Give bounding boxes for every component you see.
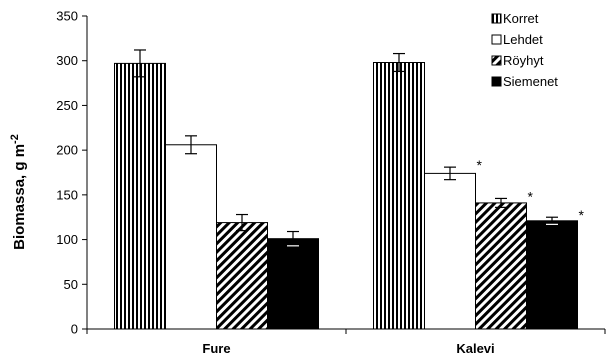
category-label: Fure — [202, 341, 230, 356]
bar — [373, 62, 425, 330]
legend-swatch — [491, 13, 502, 24]
y-tick-label: 0 — [71, 322, 78, 337]
legend-label: Lehdet — [503, 32, 543, 47]
y-tick-label: 250 — [56, 98, 78, 113]
x-axis: Fure Kalevi — [86, 328, 606, 356]
y-axis-title-superscript: -2 — [9, 134, 21, 144]
y-tick-label: 100 — [56, 232, 78, 247]
y-tick-label: 200 — [56, 143, 78, 158]
y-tick-label: 50 — [64, 277, 78, 292]
legend-label: Siemenet — [503, 74, 558, 89]
y-axis-title: Biomassa, g m-2 — [9, 134, 28, 250]
bar — [526, 220, 578, 330]
y-tick-label: 300 — [56, 53, 78, 68]
legend: Korret Lehdet Röyhyt Siemenet — [491, 11, 558, 89]
bar — [424, 172, 476, 330]
legend-label: Röyhyt — [503, 53, 544, 68]
bar — [216, 222, 268, 330]
bar — [475, 202, 527, 330]
significance-mark: * — [579, 207, 585, 223]
significance-mark: * — [528, 188, 534, 204]
y-tick-label: 150 — [56, 187, 78, 202]
category-label: Kalevi — [456, 341, 494, 356]
y-tick-label: 350 — [56, 9, 78, 24]
bar — [165, 144, 217, 330]
y-axis: 0 50 100 150 200 250 300 350 — [56, 9, 88, 337]
legend-swatch — [491, 34, 502, 45]
legend-label: Korret — [503, 11, 539, 26]
bar — [114, 62, 166, 330]
y-axis-title-text: Biomassa, g m — [11, 144, 28, 250]
bar — [267, 238, 319, 330]
significance-mark: * — [477, 157, 483, 173]
legend-swatch — [491, 55, 502, 66]
legend-swatch — [491, 76, 502, 87]
bars: * * * — [114, 49, 585, 330]
